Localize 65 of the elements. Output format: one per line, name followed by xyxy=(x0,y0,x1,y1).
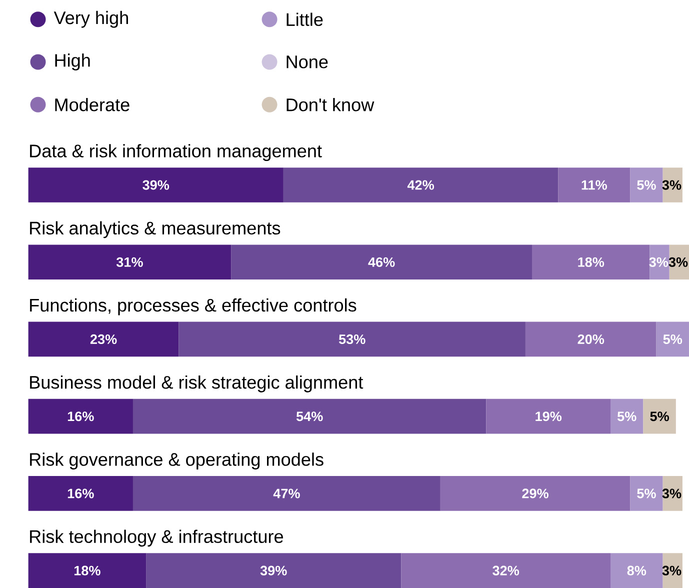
data-label: 46% xyxy=(368,257,395,267)
y-tick-label: Risk technology & infrastructure xyxy=(30,530,284,547)
data-label: 5% xyxy=(617,412,636,422)
bar xyxy=(146,553,402,588)
data-label: 32% xyxy=(492,566,520,576)
bar xyxy=(28,244,232,280)
data-label: 39% xyxy=(260,566,287,576)
data-label: 23% xyxy=(90,334,117,344)
y-tick-label: Business model & risk strategic alignment xyxy=(30,375,364,392)
bar xyxy=(558,168,630,202)
bar xyxy=(132,398,486,434)
data-label: 3% xyxy=(649,257,668,267)
data-label: 3% xyxy=(662,180,682,190)
data-label: 5% xyxy=(650,412,669,422)
bar xyxy=(440,476,630,511)
bar xyxy=(231,244,532,280)
bar xyxy=(28,553,146,588)
bar xyxy=(28,398,133,434)
data-label: 29% xyxy=(522,488,548,498)
bar xyxy=(283,168,558,202)
bar xyxy=(486,398,610,434)
legend-label: Little xyxy=(286,12,323,26)
legend-label: High xyxy=(55,54,90,70)
bar xyxy=(532,244,650,280)
bar xyxy=(630,168,663,202)
data-label: 19% xyxy=(536,412,562,422)
bar xyxy=(401,553,610,588)
data-label: 11% xyxy=(582,180,607,190)
bar xyxy=(630,476,663,511)
data-label: 18% xyxy=(74,566,100,576)
data-label: 20% xyxy=(578,334,604,344)
legend-label: Moderate xyxy=(55,98,130,112)
y-tick-label: Risk analytics & measurements xyxy=(30,221,280,238)
data-label: 53% xyxy=(338,334,366,344)
data-label: 5% xyxy=(663,334,682,344)
bar xyxy=(28,476,133,511)
data-label: 8% xyxy=(627,566,646,576)
data-label: 31% xyxy=(116,257,143,267)
bar xyxy=(28,168,284,202)
bar xyxy=(610,398,644,434)
y-tick-label: Data & risk information management xyxy=(30,144,322,161)
data-label: 5% xyxy=(637,180,656,190)
data-label: 18% xyxy=(578,257,604,267)
data-label: 3% xyxy=(662,488,682,498)
bar xyxy=(132,476,440,511)
bar xyxy=(610,553,663,588)
data-label: 3% xyxy=(662,566,682,576)
bar xyxy=(650,244,670,280)
data-label: 47% xyxy=(273,488,300,498)
legend-label: None xyxy=(286,56,328,68)
bar xyxy=(28,322,179,357)
bar xyxy=(178,322,526,357)
bar xyxy=(643,398,676,434)
data-label: 16% xyxy=(68,488,94,498)
bar xyxy=(525,322,656,357)
data-label: 54% xyxy=(296,412,323,422)
data-label: 16% xyxy=(68,412,94,422)
y-tick-label: Functions, processes & effective controls xyxy=(30,298,356,316)
legend-label: Don't know xyxy=(286,98,374,112)
y-tick-label: Risk governance & operating models xyxy=(30,452,324,470)
legend-label: Very high xyxy=(54,10,128,28)
data-label: 5% xyxy=(637,488,656,498)
data-label: 42% xyxy=(407,180,434,190)
data-label: 3% xyxy=(668,257,688,267)
data-label: 39% xyxy=(142,180,170,190)
